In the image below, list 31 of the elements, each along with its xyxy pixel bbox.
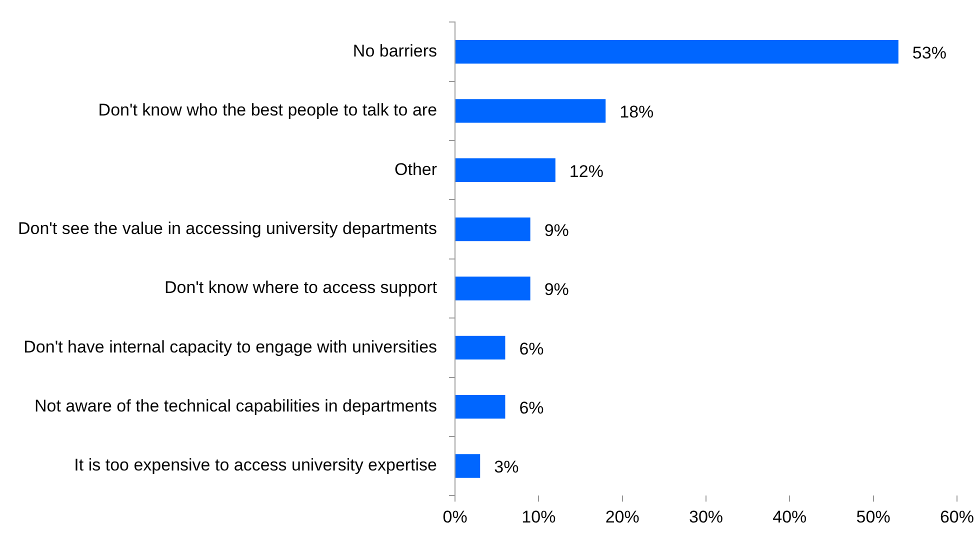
y-tick-label: It is too expensive to access university expertise — [74, 456, 438, 475]
bar — [456, 158, 556, 182]
x-tick-label: 20% — [605, 507, 640, 526]
bar — [456, 454, 480, 478]
x-tick-label: 30% — [688, 507, 724, 526]
x-tick-label: 50% — [856, 507, 890, 526]
x-tick-label: 10% — [522, 507, 556, 526]
bar — [456, 395, 506, 419]
bar — [456, 276, 530, 300]
x-tick-label: 40% — [772, 507, 807, 526]
y-tick-label: Not aware of the technical capabilities in departments — [34, 396, 438, 416]
bar — [456, 40, 898, 64]
bar — [456, 217, 530, 242]
data-label: 6% — [519, 398, 544, 418]
bar — [456, 99, 606, 123]
x-tick-label: 60% — [940, 507, 974, 526]
data-label: 6% — [519, 339, 544, 358]
bar — [456, 336, 506, 360]
data-label: 12% — [569, 162, 604, 181]
data-label: 53% — [912, 43, 946, 62]
data-label: 9% — [544, 280, 569, 300]
y-tick-label: Don't see the value in accessing university departments — [18, 219, 438, 238]
y-tick-label: Other — [394, 160, 438, 179]
x-tick-label: 0% — [442, 507, 468, 526]
y-tick-label: Don't know where to access support — [164, 278, 438, 298]
y-tick-label: Don't have internal capacity to engage with universities — [24, 337, 438, 356]
y-tick-label: Don't know who the best people to talk to are — [98, 100, 438, 120]
y-tick-label: No barriers — [352, 41, 438, 60]
data-label: 9% — [544, 221, 569, 240]
data-label: 3% — [494, 458, 519, 477]
data-label: 18% — [620, 102, 654, 122]
